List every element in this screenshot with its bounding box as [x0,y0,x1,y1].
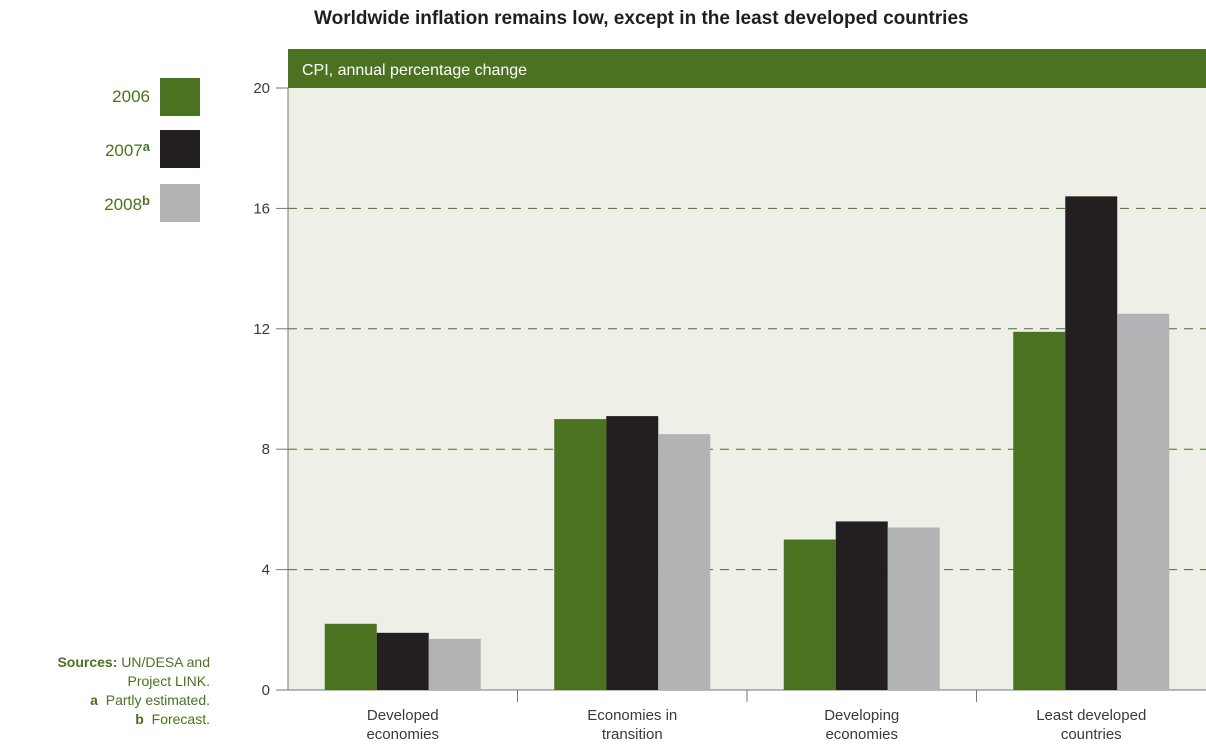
y-tick-label: 16 [253,200,270,217]
y-tick-label: 20 [253,80,270,97]
legend-label: 2006 [112,87,150,106]
x-category-label: economies [366,726,439,743]
legend-item-2007: 2007a [80,130,200,168]
sources-note: Sources: UN/DESA and [57,654,210,670]
bar-2008-1 [658,434,711,690]
legend-swatch [160,78,200,116]
x-category-label: Developing [824,707,899,724]
note-a: a Partly estimated. [90,692,210,708]
bar-2008-0 [428,638,481,690]
legend-swatch [160,130,200,168]
bar-2007-1 [606,416,659,690]
y-tick-label: 4 [262,562,270,579]
header-band [288,49,1206,88]
y-tick-label: 0 [262,682,270,699]
bar-2006-1 [554,419,607,690]
legend-label: 2007a [104,139,150,160]
y-tick-label: 8 [262,441,270,458]
bar-2007-3 [1065,196,1118,691]
bar-2008-3 [1117,313,1170,690]
legend-item-2006: 2006 [80,78,200,116]
chart-title: Worldwide inflation remains low, except … [314,8,969,29]
legend-label: 2008b [104,193,150,214]
x-category-label: Developed [367,707,439,724]
chart-notes: Sources: UN/DESA and Project LINK. a Par… [57,653,210,729]
bar-2007-2 [835,521,888,690]
x-category-label: transition [602,726,663,743]
x-category-label: Economies in [587,707,677,724]
x-category-label: Least developed [1036,707,1146,724]
note-b: b Forecast. [135,711,210,727]
sources-note-continued: Project LINK. [127,673,210,689]
x-category-label: economies [825,726,898,743]
bar-2006-0 [324,623,377,690]
bar-2008-2 [887,527,940,690]
bar-2007-0 [376,632,429,690]
bar-2006-2 [783,539,836,690]
y-tick-label: 12 [253,321,270,338]
x-category-label: countries [1061,726,1122,743]
legend-swatch [160,184,200,222]
bar-2006-3 [1013,331,1066,690]
legend-item-2008: 2008b [80,184,200,222]
y-axis-title: CPI, annual percentage change [302,62,527,79]
